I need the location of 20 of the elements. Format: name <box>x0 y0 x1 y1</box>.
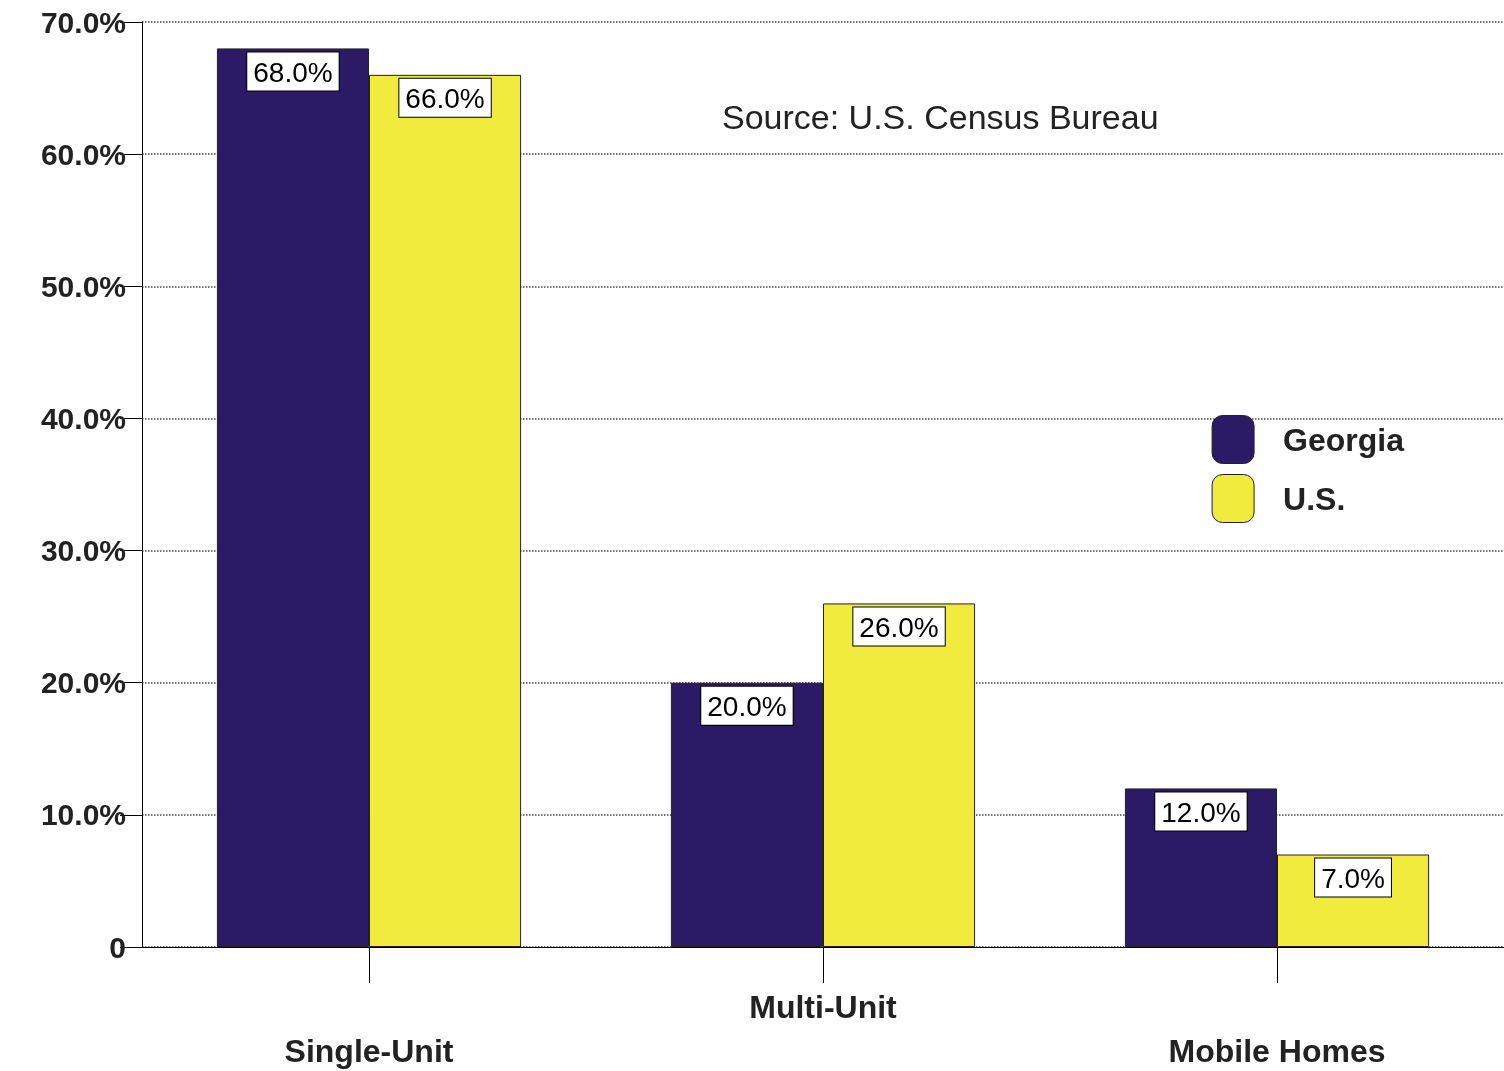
x-tick-label: Mobile Homes <box>1168 1033 1386 1069</box>
y-tick-label: 60.0% <box>40 137 126 171</box>
data-label: 7.0% <box>1321 863 1385 894</box>
y-tick-label: 50.0% <box>40 269 126 303</box>
y-tick-label: 30.0% <box>40 534 126 568</box>
x-tick-label: Multi-Unit <box>749 989 898 1025</box>
y-tick-label: 70.0% <box>40 5 126 39</box>
data-label: 68.0% <box>253 56 333 88</box>
data-label: 20.0% <box>707 691 787 723</box>
annotation: Source: U.S. Census Bureau <box>722 98 1159 136</box>
y-tick-label: 40.0% <box>40 401 126 435</box>
y-tick-label: 10.0% <box>40 798 126 832</box>
y-tick-label: 0 <box>109 930 126 964</box>
data-label: 26.0% <box>859 611 939 643</box>
legend-label: Georgia <box>1283 421 1405 458</box>
legend-label: U.S. <box>1283 480 1346 517</box>
x-tick-label: Single-Unit <box>284 1033 454 1069</box>
y-tick-label: 20.0% <box>40 666 126 700</box>
data-label: 66.0% <box>405 83 485 115</box>
data-label: 12.0% <box>1161 796 1241 828</box>
